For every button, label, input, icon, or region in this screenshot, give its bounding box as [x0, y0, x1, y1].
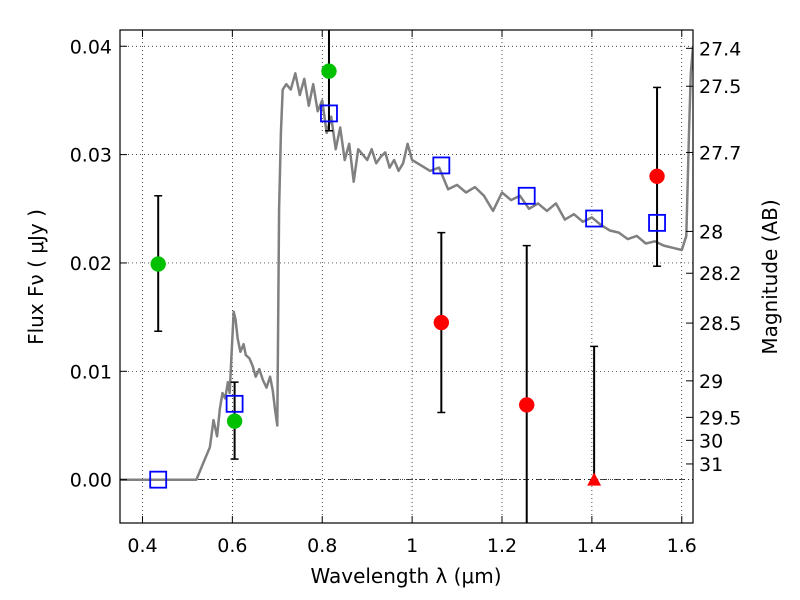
observed-flux-marker	[150, 256, 166, 272]
x-tick-label: 1.2	[487, 535, 517, 557]
axis-ticks: 0.4 0.6 0.8 1 1.2 1.4 1.6 0.00 0.01 0.02 0.03 0.04 2…	[70, 30, 741, 557]
right-tick-label: 27.7	[699, 142, 741, 164]
x-tick-label: 0.8	[307, 535, 337, 557]
y-tick-label: 0.00	[70, 470, 112, 492]
right-tick-label: 30	[699, 430, 723, 452]
plot-frame	[119, 29, 694, 524]
right-tick-label: 28	[699, 221, 723, 243]
x-tick-label: 1	[406, 535, 418, 557]
observed-flux-marker	[433, 314, 450, 331]
observed-flux-marker	[321, 63, 337, 79]
x-tick-label: 1.6	[667, 535, 697, 557]
observed-flux-marker	[518, 397, 535, 413]
right-tick-label: 27.4	[699, 38, 741, 60]
data-markers	[149, 63, 666, 489]
model-flux-marker	[585, 209, 604, 228]
right-tick-label: 29	[699, 371, 723, 393]
model-flux-marker	[149, 470, 168, 489]
y-tick-label: 0.01	[70, 361, 112, 383]
grid-lines	[120, 30, 693, 523]
error-bars	[154, 30, 662, 523]
right-axis-label: Magnitude (AB)	[758, 199, 782, 354]
right-tick-label: 31	[699, 454, 723, 476]
model-flux-marker	[517, 186, 536, 205]
y-axis-label: Flux Fν ( μJy )	[24, 209, 48, 345]
model-flux-marker	[320, 104, 338, 123]
x-tick-label: 0.4	[127, 535, 157, 557]
model-flux-marker	[648, 213, 666, 232]
x-tick-label: 0.6	[217, 535, 247, 557]
x-axis-label: Wavelength λ (μm)	[310, 564, 501, 588]
model-flux-marker	[432, 156, 451, 175]
upper-limit-marker	[587, 472, 602, 486]
plot-area	[120, 46, 693, 481]
y-tick-label: 0.02	[70, 253, 112, 275]
right-tick-label: 28.5	[699, 313, 741, 335]
y-tick-label: 0.03	[70, 145, 112, 167]
x-tick-label: 1.4	[577, 535, 607, 557]
right-tick-label: 28.2	[699, 263, 741, 285]
observed-flux-marker	[649, 168, 665, 185]
model-flux-marker	[225, 394, 244, 413]
right-tick-label: 29.5	[699, 407, 741, 429]
observed-flux-marker	[226, 413, 243, 429]
right-tick-label: 27.5	[699, 76, 741, 98]
y-tick-label: 0.04	[70, 36, 112, 58]
model-spectrum-line	[120, 46, 693, 481]
